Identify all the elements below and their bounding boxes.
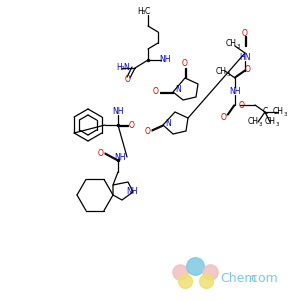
Text: 3: 3: [275, 122, 279, 128]
Text: HN: HN: [239, 53, 251, 62]
Text: .com: .com: [248, 272, 279, 284]
Text: NH: NH: [126, 188, 138, 196]
Text: CH: CH: [265, 118, 275, 127]
Text: 2: 2: [120, 65, 124, 70]
Text: 3: 3: [258, 122, 262, 128]
Text: N: N: [165, 119, 171, 128]
Text: O: O: [153, 88, 159, 97]
Text: CH: CH: [272, 107, 284, 116]
Text: 3: 3: [226, 71, 230, 76]
Text: O: O: [125, 76, 131, 85]
Point: [203, 278, 208, 283]
Text: H: H: [137, 8, 143, 16]
Text: C: C: [144, 8, 150, 16]
Text: CH: CH: [215, 67, 226, 76]
Text: CH: CH: [226, 40, 236, 49]
Text: N: N: [123, 64, 129, 73]
Text: O: O: [129, 121, 135, 130]
Text: O: O: [98, 148, 104, 158]
Text: Chem: Chem: [220, 272, 256, 284]
Text: O: O: [182, 59, 188, 68]
Text: 3: 3: [142, 10, 145, 14]
Text: C: C: [262, 107, 268, 116]
Text: 3: 3: [283, 112, 287, 118]
Text: O: O: [239, 100, 245, 109]
Text: O: O: [221, 113, 227, 122]
Text: N: N: [175, 85, 181, 94]
Point: [178, 269, 182, 274]
Text: CH: CH: [248, 118, 259, 127]
Text: O: O: [145, 127, 151, 136]
Text: NH: NH: [159, 56, 171, 64]
Point: [182, 278, 187, 283]
Point: [208, 269, 212, 274]
Text: H: H: [116, 64, 122, 73]
Text: O: O: [242, 28, 248, 38]
Text: NH: NH: [112, 107, 124, 116]
Text: O: O: [245, 64, 251, 74]
Point: [193, 263, 197, 268]
Text: NH: NH: [229, 88, 241, 97]
Text: NH: NH: [114, 152, 126, 161]
Text: 3: 3: [236, 44, 240, 50]
